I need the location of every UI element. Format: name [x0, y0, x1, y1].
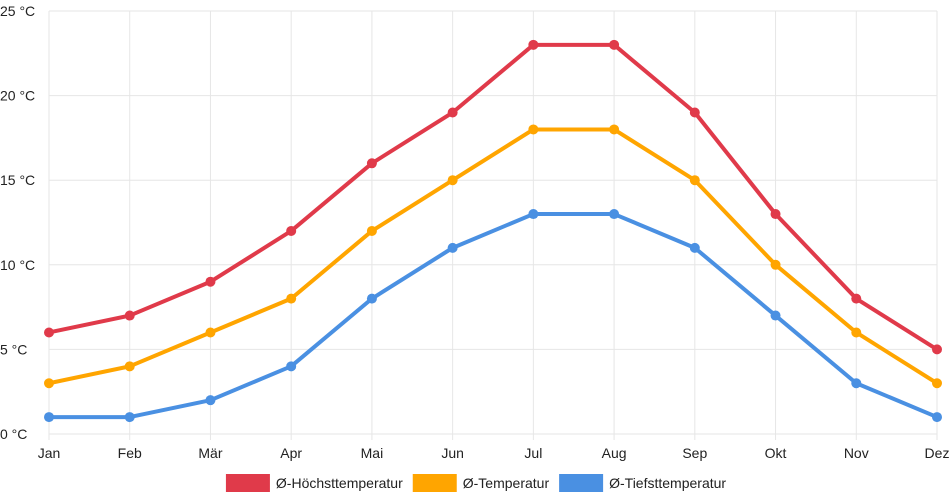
- data-point[interactable]: [609, 39, 620, 50]
- data-point[interactable]: [609, 209, 620, 220]
- y-tick-label: 25 °C: [0, 3, 35, 19]
- legend-item-temperatur[interactable]: Ø-Temperatur: [412, 474, 550, 492]
- data-point[interactable]: [44, 378, 54, 389]
- data-point[interactable]: [366, 158, 377, 169]
- data-point[interactable]: [932, 344, 942, 355]
- y-tick-label: 5 °C: [0, 341, 27, 357]
- series-group: [44, 39, 942, 423]
- data-point[interactable]: [447, 175, 458, 186]
- data-point[interactable]: [689, 175, 700, 186]
- series-hochsttemperatur: [44, 39, 942, 355]
- x-tick-label: Sep: [682, 445, 707, 461]
- data-point[interactable]: [770, 310, 781, 321]
- data-point[interactable]: [286, 293, 297, 304]
- legend: Ø-Höchsttemperatur Ø-Temperatur Ø-Tiefstte…: [225, 474, 726, 492]
- x-tick-label: Jun: [441, 445, 464, 461]
- y-tick-label: 10 °C: [0, 257, 35, 273]
- data-point[interactable]: [286, 361, 297, 372]
- x-tick-label: Mai: [361, 445, 384, 461]
- data-point[interactable]: [205, 327, 216, 338]
- series-line: [47, 127, 939, 386]
- y-tick-label: 15 °C: [0, 172, 35, 188]
- series-tiefsttemperatur: [44, 209, 942, 423]
- legend-item-tiefsttemperatur[interactable]: Ø-Tiefsttemperatur: [559, 474, 726, 492]
- data-point[interactable]: [689, 107, 700, 118]
- legend-item-hochsttemperatur[interactable]: Ø-Höchsttemperatur: [225, 474, 403, 492]
- data-point[interactable]: [851, 378, 862, 389]
- data-point[interactable]: [205, 395, 216, 406]
- data-point[interactable]: [124, 361, 135, 372]
- data-point[interactable]: [851, 293, 862, 304]
- data-point[interactable]: [447, 242, 458, 253]
- data-point[interactable]: [366, 225, 377, 236]
- legend-label: Ø-Tiefsttemperatur: [609, 475, 726, 491]
- legend-label: Ø-Temperatur: [463, 475, 550, 491]
- x-tick-label: Aug: [602, 445, 627, 461]
- x-axis: Jan Feb Mär Apr Mai Jun Jul Aug Sep Okt Nov Dez: [38, 434, 950, 461]
- x-tick-label: Apr: [280, 445, 302, 461]
- x-tick-label: Jan: [38, 445, 61, 461]
- legend-swatch: [559, 474, 604, 492]
- x-tick-label: Jul: [524, 445, 542, 461]
- legend-swatch: [225, 474, 270, 492]
- data-point[interactable]: [770, 209, 781, 220]
- series-temperatur: [44, 124, 942, 389]
- data-point[interactable]: [528, 124, 539, 135]
- data-point[interactable]: [528, 39, 539, 50]
- x-tick-label: Okt: [765, 445, 787, 461]
- data-point[interactable]: [44, 412, 54, 423]
- legend-swatch: [412, 474, 457, 492]
- data-point[interactable]: [932, 412, 942, 423]
- y-axis: 0 °C 5 °C 10 °C 15 °C 20 °C 25 °C: [0, 3, 35, 442]
- data-point[interactable]: [124, 412, 135, 423]
- grid: [48, 10, 938, 435]
- data-point[interactable]: [689, 242, 700, 253]
- legend-label: Ø-Höchsttemperatur: [276, 475, 403, 491]
- series-line: [47, 212, 939, 420]
- x-tick-label: Nov: [844, 445, 869, 461]
- data-point[interactable]: [609, 124, 620, 135]
- data-point[interactable]: [205, 276, 216, 287]
- data-point[interactable]: [770, 259, 781, 270]
- y-tick-label: 0 °C: [0, 426, 27, 442]
- data-point[interactable]: [528, 209, 539, 220]
- data-point[interactable]: [932, 378, 942, 389]
- data-point[interactable]: [124, 310, 135, 321]
- x-tick-label: Mär: [198, 445, 222, 461]
- data-point[interactable]: [366, 293, 377, 304]
- data-point[interactable]: [44, 327, 54, 338]
- y-tick-label: 20 °C: [0, 88, 35, 104]
- x-tick-label: Feb: [118, 445, 142, 461]
- data-point[interactable]: [286, 225, 297, 236]
- series-line: [47, 42, 939, 352]
- data-point[interactable]: [851, 327, 862, 338]
- data-point[interactable]: [447, 107, 458, 118]
- x-tick-label: Dez: [925, 445, 950, 461]
